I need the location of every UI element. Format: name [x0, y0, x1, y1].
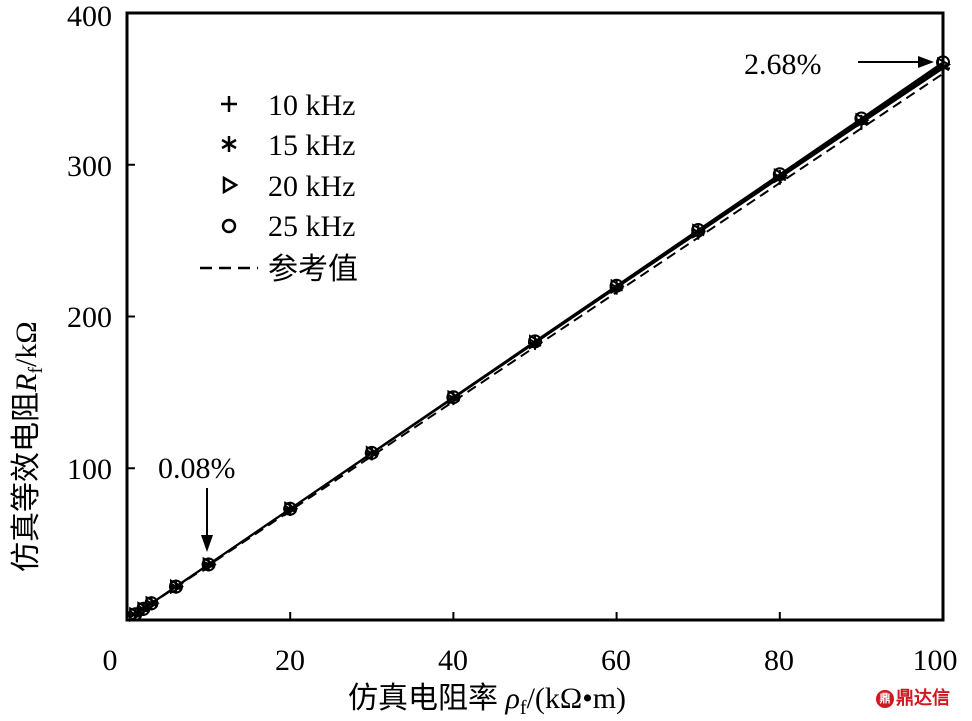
x-tick-label: 40: [438, 644, 468, 677]
watermark: 鼎鼎达信: [876, 684, 950, 710]
circle-marker-icon: [221, 218, 237, 234]
x-tick-label: 100: [913, 644, 958, 677]
legend-label: 20 kHz: [268, 170, 355, 203]
legend-label: 25 kHz: [268, 210, 355, 243]
axis-ticks: [127, 163, 781, 620]
y-tick-label: 100: [67, 453, 112, 486]
x-tick-label: 60: [601, 644, 631, 677]
legend-label: 10 kHz: [268, 89, 355, 122]
x-tick-label: 20: [275, 644, 305, 677]
plot-frame: [125, 11, 945, 622]
plus-marker-icon: [221, 96, 237, 112]
legend-label: 参考值: [268, 253, 358, 286]
y-axis-label: 仿真等效电阻Rf/kΩ: [10, 321, 47, 572]
y-tick-label: 200: [67, 301, 112, 334]
watermark-logo-icon: 鼎: [876, 690, 894, 708]
y-tick-label: 300: [67, 150, 112, 183]
triangle-marker-icon: [222, 175, 239, 195]
y-tick-label: 400: [67, 0, 112, 33]
data-markers: [128, 55, 952, 623]
legend-label: 15 kHz: [268, 129, 355, 162]
x-tick-label: 80: [764, 644, 794, 677]
x-axis-label: 仿真电阻率 ρf/(kΩ•m): [348, 682, 626, 719]
asterisk-marker-icon: [221, 136, 237, 152]
legend: 10 kHz 15 kHz 20 kHz 25 kHz 参考值: [200, 89, 358, 286]
x-tick-label: 0: [103, 644, 118, 677]
annotation-low: 0.08%: [158, 452, 236, 485]
annotation-high: 2.68%: [744, 48, 822, 81]
